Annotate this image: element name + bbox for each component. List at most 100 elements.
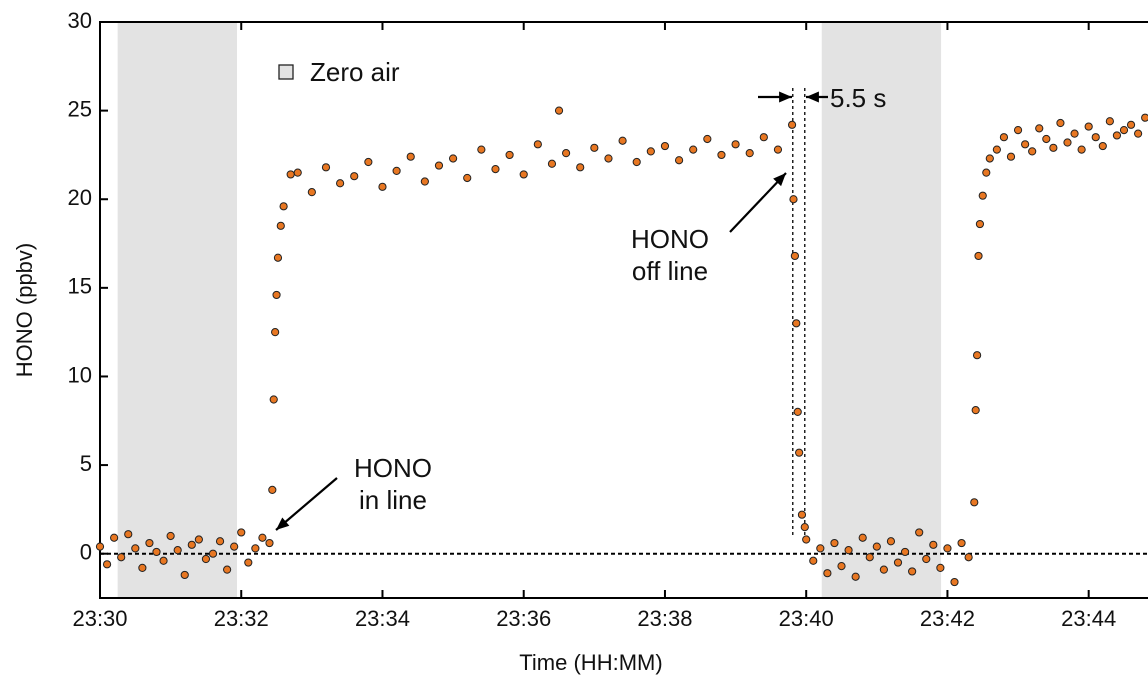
data-point [703,134,712,144]
data-point [244,558,253,567]
data-point [618,136,627,145]
data-point [802,535,811,544]
data-point [554,106,564,115]
data-point [790,251,800,261]
data-point [865,553,874,562]
data-point [547,159,557,168]
data-point [110,533,119,542]
arrow-head [773,173,786,187]
data-point [797,510,807,519]
data-point [879,565,888,574]
x-tick-label: 23:36 [496,606,551,631]
annotation-arrow [729,172,787,233]
data-point [985,154,994,163]
data-point [321,163,331,172]
data-point [915,528,924,537]
data-point [180,570,189,580]
data-point [392,166,401,175]
data-point [350,172,359,181]
data-point [272,290,281,300]
data-point [420,177,429,186]
shaded-region [117,22,238,598]
y-tick-label: 20 [68,185,92,210]
data-point [268,485,277,494]
x-tick-label: 23:38 [637,606,692,631]
data-point [809,556,818,565]
data-point [1112,131,1122,140]
data-point [792,319,801,328]
data-point [1105,117,1114,126]
data-point [576,163,585,172]
data-point [230,542,239,551]
data-point [823,569,832,578]
data-point [187,540,196,549]
data-point [491,165,500,174]
data-point [1119,126,1129,135]
data-point [201,554,211,564]
data-point [477,145,486,154]
data-point [1035,124,1044,133]
data-point [463,173,472,183]
data-point [632,157,641,167]
data-point [943,544,952,553]
data-point [276,221,285,230]
y-axis-label: HONO (ppbv) [12,243,37,377]
data-point [533,140,542,149]
data-point [1021,140,1030,149]
data-point [964,553,973,562]
arrow-head [779,91,792,103]
annotation: 5.5 s [830,83,886,113]
data-point [194,535,203,544]
data-point [1091,133,1100,142]
x-tick-label: 23:30 [72,606,127,631]
data-point [1126,120,1136,129]
data-point [1134,129,1143,138]
data-point [717,150,726,160]
data-point [816,544,825,553]
data-point [674,156,684,165]
data-point [223,565,232,574]
legend-label: Zero air [310,57,400,87]
data-point [908,567,917,576]
data-point [999,133,1009,142]
data-point [117,553,126,562]
data-point [251,544,260,553]
data-point [271,328,280,337]
annotation: off line [632,256,708,286]
x-axis-label: Time (HH:MM) [519,650,662,675]
data-point [745,149,754,158]
data-point [900,547,910,557]
arrow-head [276,517,290,530]
x-tick-label: 23:42 [920,606,975,631]
y-tick-label: 5 [80,451,92,476]
data-point [561,149,571,158]
data-point [519,170,528,179]
data-point [1056,118,1065,128]
data-point [286,170,295,179]
data-point [971,406,980,415]
data-point [124,530,133,539]
data-point [1070,129,1079,138]
data-point [279,202,288,211]
data-point [660,141,670,151]
y-tick-label: 30 [68,8,92,33]
data-point [1077,145,1086,154]
data-point [950,577,959,587]
data-point [800,523,809,532]
data-point [795,448,804,457]
data-point [1098,141,1107,151]
data-point [364,157,373,167]
data-point [258,533,267,542]
x-tick-label: 23:34 [355,606,410,631]
data-point [872,542,881,551]
y-tick-label: 0 [80,540,92,565]
data-point [152,547,161,557]
data-point [505,150,514,160]
data-point [336,179,345,188]
data-point [590,143,599,152]
data-point [974,251,983,261]
data-point [1013,126,1023,135]
data-point [269,395,278,404]
data-point [293,168,302,177]
data-point [1006,152,1016,161]
